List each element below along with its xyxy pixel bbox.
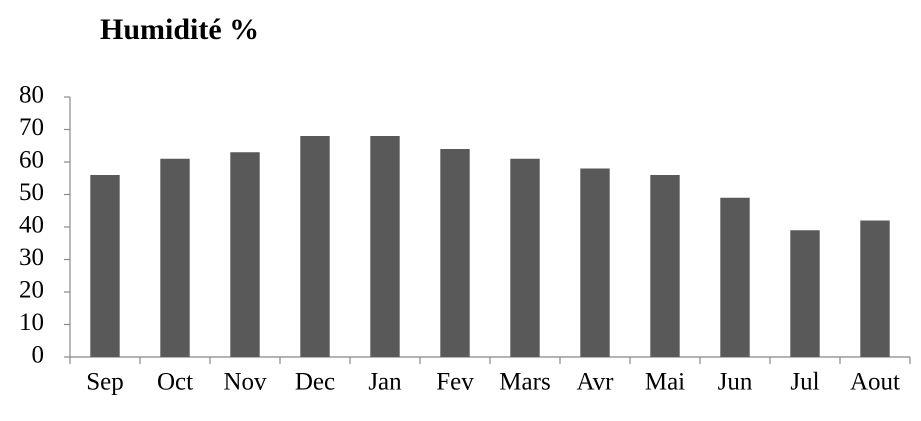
x-tick-label: Mars	[499, 369, 550, 396]
bar	[650, 175, 680, 357]
bar	[370, 136, 400, 357]
bar	[510, 158, 540, 357]
bar	[300, 136, 330, 357]
y-tick-label: 60	[19, 147, 44, 174]
x-tick-label: Mai	[645, 369, 685, 396]
x-tick-label: Fev	[436, 369, 474, 396]
y-tick-label: 10	[19, 309, 44, 336]
y-tick-label: 0	[32, 342, 45, 369]
bar	[790, 230, 820, 357]
x-tick-label: Jan	[368, 369, 402, 396]
y-tick-label: 70	[19, 114, 44, 141]
x-tick-label: Avr	[576, 369, 614, 396]
bar	[230, 152, 260, 357]
x-tick-label: Jul	[790, 369, 819, 396]
bar	[580, 168, 610, 357]
y-tick-label: 40	[19, 212, 44, 239]
y-tick-label: 50	[19, 179, 44, 206]
chart-title: Humidité %	[100, 13, 259, 46]
bar	[860, 220, 890, 357]
bar	[720, 197, 750, 357]
x-tick-label: Nov	[223, 369, 267, 396]
bar	[440, 149, 470, 357]
y-tick-label: 80	[19, 82, 44, 109]
bar	[160, 158, 190, 357]
y-tick-label: 20	[19, 277, 44, 304]
bar	[90, 175, 120, 357]
x-tick-label: Sep	[86, 369, 124, 396]
x-tick-label: Oct	[157, 369, 193, 396]
x-tick-label: Dec	[295, 369, 335, 396]
x-tick-label: Aout	[850, 369, 900, 396]
y-tick-label: 30	[19, 244, 44, 271]
x-tick-label: Jun	[718, 369, 753, 396]
